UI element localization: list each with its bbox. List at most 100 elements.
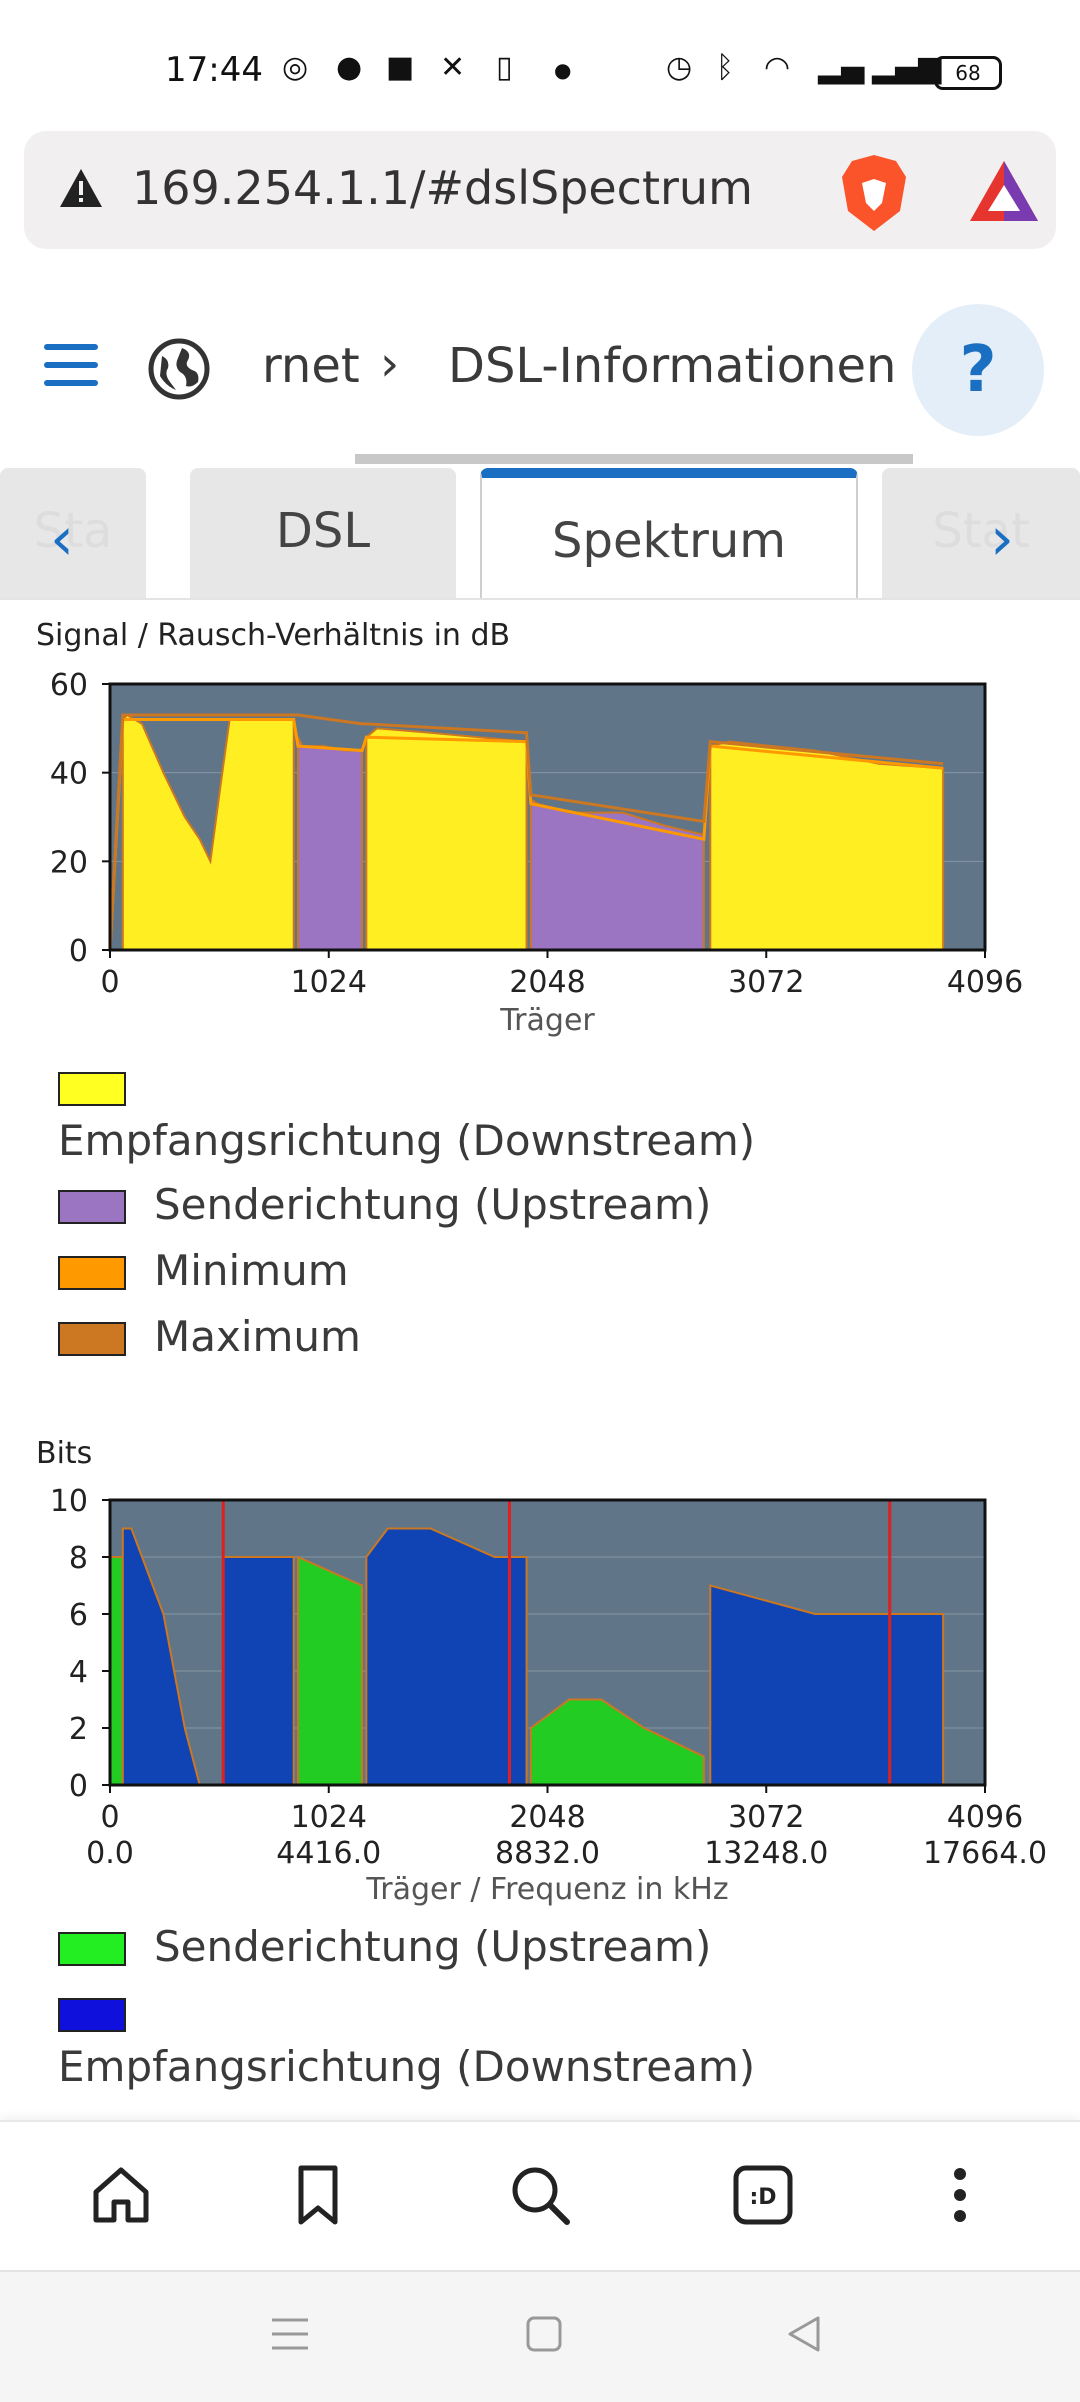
series-area (365, 727, 528, 951)
help-button[interactable]: ? (912, 304, 1044, 436)
x-tick-label-secondary: 17664.0 (923, 1836, 1047, 1871)
x-tick-label-secondary: 13248.0 (704, 1836, 828, 1871)
x-tick-label-secondary: 8832.0 (495, 1836, 600, 1871)
x-tick-label: 4096 (947, 965, 1023, 1000)
series-area (709, 1584, 945, 1786)
series-area (296, 736, 364, 951)
y-tick-label: 10 (50, 1484, 88, 1519)
series-area (529, 1698, 705, 1786)
chevron-right-icon[interactable]: › (990, 504, 1014, 574)
legend-swatch (58, 1256, 126, 1290)
series-area (109, 1556, 124, 1786)
legend-label: Senderichtung (Upstream) (154, 1922, 712, 1971)
tab-overview[interactable]: Sta (0, 468, 146, 598)
tab-bar: Sta DSL Spektrum Stat ‹ › (0, 452, 1080, 602)
legend-item-downstream[interactable]: Empfangsrichtung (Downstream) (58, 1060, 1038, 1178)
legend-label: Senderichtung (Upstream) (154, 1180, 712, 1229)
x-tick-label: 2048 (509, 965, 585, 1000)
back-icon[interactable] (784, 2314, 824, 2354)
status-time: 17:44 (165, 50, 263, 90)
brave-rewards-icon[interactable] (968, 159, 1040, 223)
globe-icon[interactable] (148, 338, 210, 400)
x-tick-label: 3072 (728, 1800, 804, 1835)
legend-swatch (58, 1072, 126, 1106)
y-tick-label: 60 (50, 668, 88, 703)
url-bar[interactable]: 169.254.1.1/#dslSpectrum (24, 131, 1056, 249)
series-area (222, 1556, 295, 1786)
y-tick-label: 8 (69, 1541, 88, 1576)
x-tick-label-secondary: 0.0 (86, 1836, 134, 1871)
x-tick-label: 0 (100, 1800, 119, 1835)
signal1-icon: ▂▄ (818, 50, 865, 85)
search-icon[interactable] (505, 2160, 575, 2230)
chevron-right-icon: › (380, 336, 400, 392)
y-tick-label: 40 (50, 757, 88, 792)
more-icon[interactable] (925, 2160, 995, 2230)
home-icon[interactable] (86, 2160, 156, 2230)
tab-statistik[interactable]: Stat (882, 468, 1080, 598)
page-title: DSL-Informationen (448, 338, 897, 394)
legend-swatch (58, 1932, 126, 1966)
x-tick-label: 4096 (947, 1800, 1023, 1835)
chevron-left-icon[interactable]: ‹ (50, 504, 74, 574)
warning-icon[interactable] (58, 167, 104, 209)
battery-icon: 68 (934, 56, 1002, 90)
legend-label: Minimum (154, 1246, 349, 1295)
legend-swatch (58, 1190, 126, 1224)
series-area (529, 797, 705, 951)
system-navigation (0, 2270, 1080, 2402)
x-axis-label: Träger / Frequenz in kHz (365, 1872, 728, 1907)
page-header: rnet › DSL-Informationen ? (0, 300, 1080, 440)
legend-item-minimum[interactable]: Minimum (58, 1244, 1038, 1310)
series-line (108, 713, 944, 951)
snr-chart-title: Signal / Rausch-Verhältnis in dB (36, 618, 511, 653)
tabs-icon[interactable]: :D (728, 2160, 798, 2230)
x-tick-label: 1024 (291, 1800, 367, 1835)
menu-icon[interactable] (44, 344, 98, 386)
legend-item-upstream[interactable]: Senderichtung (Upstream) (58, 1178, 1038, 1244)
bluetooth-icon: ᛒ (716, 50, 734, 85)
y-tick-label: 0 (69, 934, 88, 969)
legend-item-maximum[interactable]: Maximum (58, 1310, 1038, 1376)
url-text[interactable]: 169.254.1.1/#dslSpectrum (132, 161, 753, 215)
tab-divider (0, 598, 1080, 600)
series-area (709, 740, 945, 951)
status-bar: 17:44 ◎ ● ■ ✕ ▯ ● ◷ ᛒ ◠ ▂▄ ▂▄▆ 68 (0, 0, 1080, 130)
snr-legend: Empfangsrichtung (Downstream) Sendericht… (58, 1060, 1038, 1376)
alarm-icon: ◷ (666, 50, 693, 85)
y-tick-label: 6 (69, 1598, 88, 1633)
whatsapp-icon: ◎ (282, 50, 309, 85)
legend-label: Empfangsrichtung (Downstream) (58, 1116, 756, 1165)
breadcrumb-previous[interactable]: rnet (262, 338, 360, 394)
y-tick-label: 4 (69, 1655, 88, 1690)
moto-icon: ● (336, 50, 363, 85)
app-icon: ■ (386, 50, 415, 85)
bits-chart: 024681000.010244416.020488832.0307213248… (50, 1484, 1047, 1907)
x-tick-label: 0 (100, 965, 119, 1000)
y-tick-label: 0 (69, 1769, 88, 1804)
brave-shields-icon[interactable] (838, 153, 910, 233)
bookmark-icon[interactable] (283, 2160, 353, 2230)
recents-icon[interactable] (268, 2314, 312, 2354)
series-area (121, 1527, 202, 1786)
tab-dsl[interactable]: DSL (190, 468, 456, 598)
x-tick-label-secondary: 4416.0 (276, 1836, 381, 1871)
y-tick-label: 2 (69, 1712, 88, 1747)
y-tick-label: 20 (50, 845, 88, 880)
series-area (296, 1555, 364, 1786)
legend-item-downstream[interactable]: Empfangsrichtung (Downstream) (58, 1986, 1038, 2104)
home-nav-icon[interactable] (524, 2314, 564, 2354)
dot-icon: ● (554, 58, 572, 82)
x-tick-label: 3072 (728, 965, 804, 1000)
bits-legend: Senderichtung (Upstream) Empfangsrichtun… (58, 1920, 1038, 2104)
bits-chart-title: Bits (36, 1436, 93, 1471)
svg-text::D: :D (749, 2185, 776, 2210)
parking-icon: ▯ (496, 50, 513, 85)
legend-label: Empfangsrichtung (Downstream) (58, 2042, 756, 2091)
bottom-toolbar: :D (0, 2120, 1080, 2272)
tool-icon: ✕ (440, 50, 466, 85)
legend-item-upstream[interactable]: Senderichtung (Upstream) (58, 1920, 1038, 1986)
tab-spektrum[interactable]: Spektrum (480, 468, 858, 598)
x-axis-label: Träger (499, 1003, 595, 1038)
legend-label: Maximum (154, 1312, 361, 1361)
